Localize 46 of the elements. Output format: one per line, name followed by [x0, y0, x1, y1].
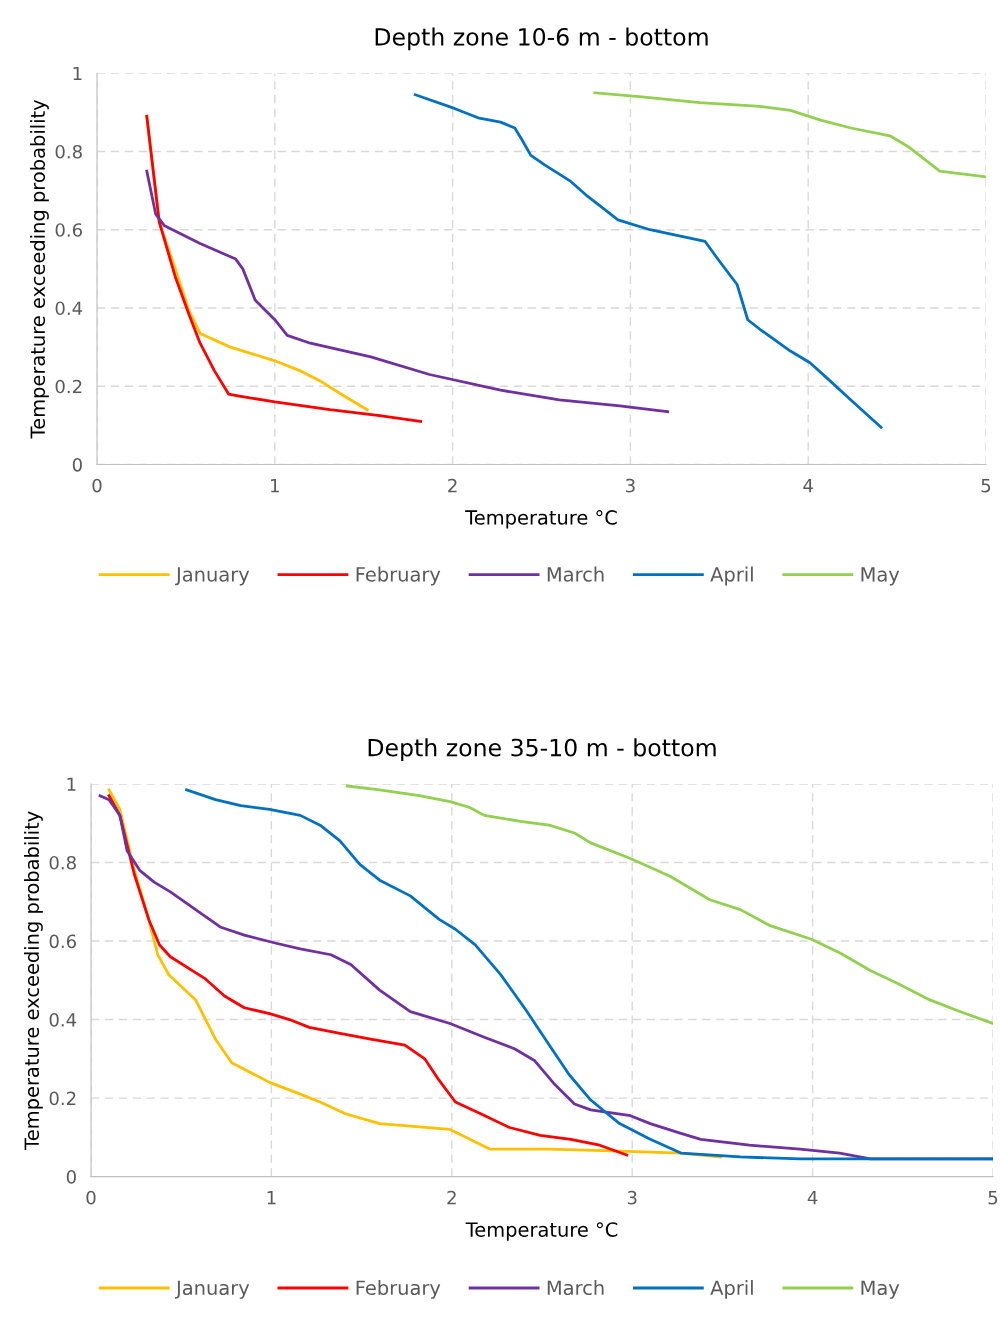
legend-label: May: [861, 1280, 900, 1299]
y-tick-label: 0: [66, 1170, 76, 1184]
x-tick-label: 3: [626, 478, 635, 493]
line-series: [107, 794, 629, 1157]
line-series: [145, 169, 670, 414]
x-tick-label: 0: [86, 1190, 96, 1205]
x-axis-title: Temperature °C: [465, 1222, 618, 1241]
y-tick-label: 0.4: [55, 301, 83, 316]
x-tick-label: 4: [803, 478, 813, 493]
legend-label: February: [356, 566, 441, 586]
y-tick-label: 0.6: [55, 223, 82, 237]
y-tick-label: 0: [72, 457, 82, 472]
y-axis-title: Temperature exceeding probability: [24, 811, 43, 1150]
x-tick-label: 3: [627, 1190, 637, 1205]
x-axis-title: Temperature °C: [465, 510, 617, 529]
line-series: [345, 784, 993, 1025]
line-series: [413, 93, 883, 429]
legend-label: April: [710, 566, 753, 586]
x-tick-label: 1: [271, 478, 279, 493]
y-tick-label: 0.6: [49, 934, 76, 949]
x-tick-label: 0: [92, 478, 102, 493]
chart-title: Depth zone 35-10 m - bottom: [368, 738, 716, 762]
y-tick-label: 1: [73, 66, 82, 81]
y-tick-label: 0.4: [49, 1013, 77, 1027]
y-tick-label: 0.2: [49, 1091, 76, 1106]
legend-label: January: [175, 1280, 250, 1299]
x-tick-label: 4: [807, 1191, 818, 1205]
x-tick-label: 5: [981, 478, 991, 493]
legend-label: March: [547, 1280, 604, 1296]
y-tick-label: 1: [67, 777, 76, 791]
legend-label: February: [356, 1280, 441, 1299]
y-tick-label: 0.8: [55, 144, 82, 159]
line-series: [145, 114, 422, 423]
x-tick-label: 2: [447, 1190, 456, 1205]
line-series: [593, 91, 986, 179]
legend-label: April: [710, 1280, 753, 1299]
legend-label: March: [547, 566, 604, 582]
chart-title: Depth zone 10-6 m - bottom: [375, 27, 708, 51]
legend-label: January: [175, 567, 250, 586]
x-tick-label: 5: [988, 1191, 998, 1205]
legend-label: May: [861, 567, 900, 586]
x-tick-label: 2: [448, 478, 457, 493]
y-axis-title: Temperature exceeding probability: [30, 99, 49, 439]
y-tick-label: 0.8: [49, 855, 76, 870]
y-tick-label: 0.2: [55, 379, 82, 394]
x-tick-label: 1: [267, 1191, 276, 1205]
